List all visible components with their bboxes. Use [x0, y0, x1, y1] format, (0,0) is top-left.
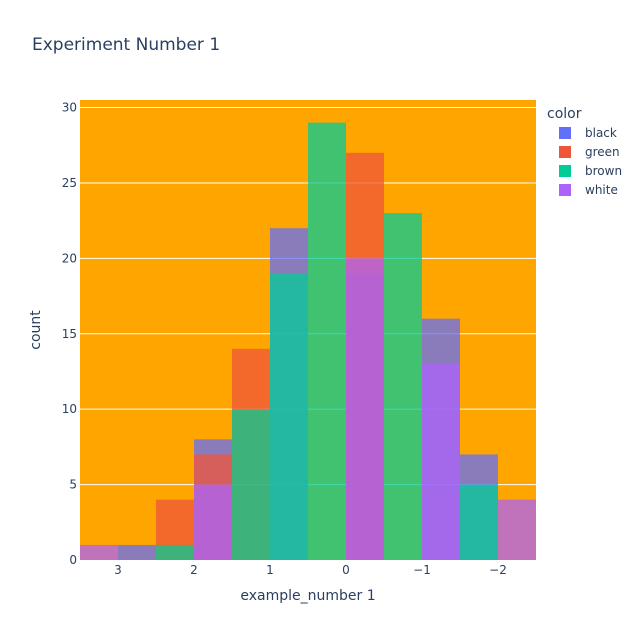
legend: color black green brown white [547, 106, 622, 197]
bar-black [118, 544, 156, 560]
legend-swatch-black [559, 127, 571, 139]
y-tick-label: 25 [62, 176, 77, 190]
bar-brown [270, 273, 308, 560]
legend-label-black: black [585, 126, 617, 140]
bar-white [422, 363, 460, 560]
legend-label-green: green [585, 145, 620, 159]
y-tick-label: 5 [69, 478, 77, 492]
bars [80, 122, 536, 561]
y-tick-label: 10 [62, 402, 77, 416]
x-tick-label: −1 [413, 563, 431, 577]
x-tick-label: 3 [114, 563, 122, 577]
y-tick-label: 15 [62, 327, 77, 341]
x-tick-label: 0 [342, 563, 350, 577]
legend-swatch-white [559, 184, 571, 196]
legend-label-brown: brown [585, 164, 622, 178]
y-tick-labels: 0 5 10 15 20 25 30 [62, 101, 77, 567]
bar-white [346, 258, 384, 560]
x-axis-title: example_number 1 [240, 588, 375, 604]
bar-brown [308, 122, 346, 560]
bar-brown [460, 484, 498, 560]
x-tick-labels: 3 2 1 0 −1 −2 [114, 563, 507, 577]
bar-brown [384, 213, 422, 561]
y-axis-title: count [28, 310, 44, 350]
legend-label-white: white [585, 183, 618, 197]
legend-swatch-brown [559, 165, 571, 177]
bar-brown [156, 544, 194, 560]
chart-title: Experiment Number 1 [32, 35, 220, 55]
bar-white [194, 484, 232, 560]
y-tick-label: 20 [62, 251, 77, 265]
legend-swatch-green [559, 146, 571, 158]
bar-white [80, 544, 118, 560]
legend-title: color [547, 106, 582, 122]
bar-white [498, 499, 536, 560]
y-tick-label: 0 [69, 553, 77, 567]
x-tick-label: 1 [266, 563, 274, 577]
x-tick-label: 2 [190, 563, 198, 577]
y-tick-label: 30 [62, 101, 77, 115]
bar-brown [232, 409, 270, 560]
x-tick-label: −2 [489, 563, 507, 577]
